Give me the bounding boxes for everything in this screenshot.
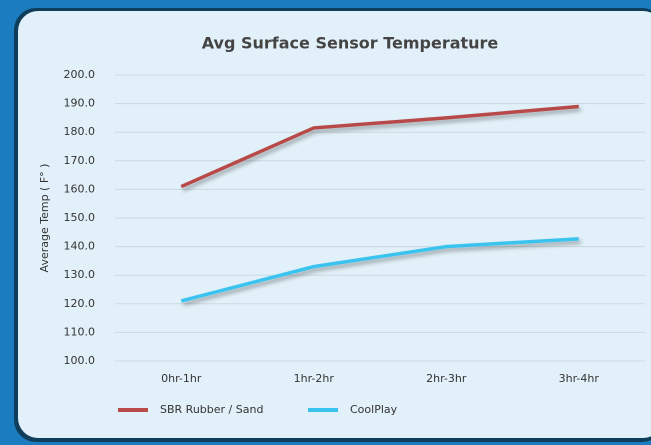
x-tick-label: 2hr-3hr bbox=[426, 372, 467, 385]
y-tick-label: 180.0 bbox=[64, 125, 96, 138]
y-tick-label: 140.0 bbox=[64, 240, 96, 253]
panel bbox=[18, 11, 651, 438]
y-tick-label: 150.0 bbox=[64, 211, 96, 224]
x-tick-label: 0hr-1hr bbox=[161, 372, 202, 385]
legend-label: CoolPlay bbox=[350, 403, 398, 416]
series-line bbox=[180, 104, 579, 189]
y-tick-label: 120.0 bbox=[64, 297, 96, 310]
y-tick-label: 190.0 bbox=[64, 97, 96, 110]
y-tick-label: 170.0 bbox=[64, 154, 96, 167]
legend-label: SBR Rubber / Sand bbox=[160, 403, 263, 416]
x-tick-label: 3hr-4hr bbox=[559, 372, 600, 385]
y-tick-label: 100.0 bbox=[64, 354, 96, 367]
series-line bbox=[180, 237, 579, 303]
x-tick-label: 1hr-2hr bbox=[294, 372, 335, 385]
y-axis-label: Average Temp ( F° ) bbox=[38, 164, 51, 273]
y-tick-label: 130.0 bbox=[64, 268, 96, 281]
y-tick-label: 200.0 bbox=[64, 68, 96, 81]
y-tick-label: 160.0 bbox=[64, 182, 96, 195]
chart-title: Avg Surface Sensor Temperature bbox=[202, 34, 499, 53]
y-tick-label: 110.0 bbox=[64, 325, 96, 338]
